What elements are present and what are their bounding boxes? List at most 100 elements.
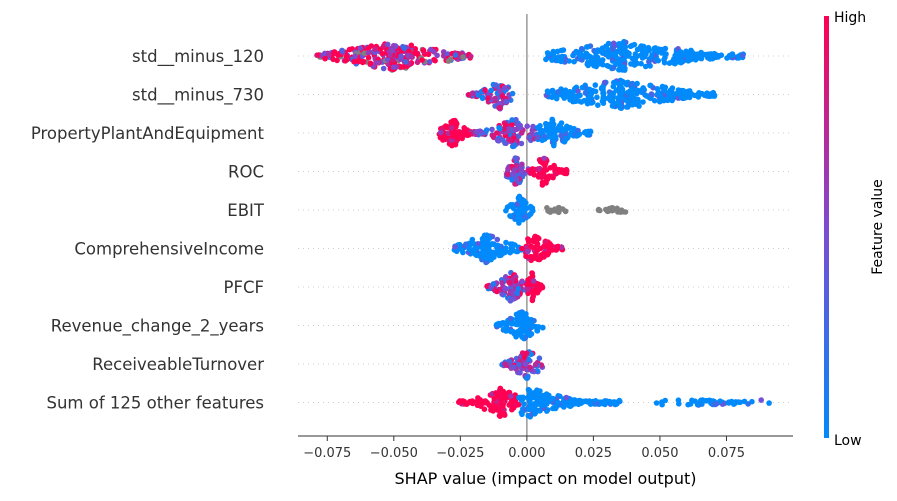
shap-point <box>489 126 495 133</box>
x-tick-label: 0.050 <box>641 446 678 461</box>
shap-point <box>582 90 589 96</box>
shap-point <box>648 91 655 98</box>
shap-point <box>739 52 746 59</box>
shap-point <box>662 45 669 52</box>
shap-point <box>469 236 476 243</box>
shap-point <box>448 124 455 131</box>
shap-point <box>463 241 469 247</box>
shap-point <box>511 167 518 173</box>
shap-point <box>609 206 615 213</box>
shap-point <box>506 279 512 286</box>
shap-point <box>587 129 593 136</box>
shap-point <box>469 90 476 96</box>
shap-point <box>623 104 630 110</box>
shap-point <box>461 398 468 405</box>
shap-point <box>426 59 433 65</box>
shap-point <box>461 130 467 137</box>
shap-point <box>522 214 528 220</box>
shap-point <box>342 58 349 64</box>
shap-point <box>445 130 452 137</box>
shap-point <box>524 123 530 129</box>
shap-point <box>640 85 646 91</box>
shap-point <box>390 42 397 49</box>
shap-point <box>509 177 515 183</box>
shap-point <box>646 59 652 65</box>
shap-point <box>322 55 328 62</box>
shap-point <box>523 325 529 332</box>
shap-point <box>546 51 552 57</box>
shap-point <box>509 90 516 97</box>
shap-point <box>524 248 531 255</box>
shap-point <box>579 84 586 91</box>
shap-point <box>594 48 601 55</box>
shap-point <box>508 393 514 400</box>
shap-point <box>351 58 357 65</box>
shap-point <box>677 49 684 55</box>
shap-point <box>468 399 474 405</box>
shap-point <box>585 94 592 100</box>
shap-point <box>528 331 535 337</box>
shap-point <box>495 138 502 144</box>
shap-point <box>661 87 668 94</box>
shap-point <box>523 200 529 206</box>
colorbar-high-label: High <box>834 10 866 26</box>
shap-point <box>585 53 592 59</box>
shap-point <box>461 125 468 131</box>
shap-point <box>649 52 655 58</box>
shap-point <box>577 92 583 99</box>
shap-point <box>741 398 748 405</box>
feature-label: PropertyPlantAndEquipment <box>31 124 265 143</box>
shap-point <box>551 142 557 149</box>
shap-point <box>590 60 596 67</box>
shap-point <box>550 405 556 412</box>
shap-point <box>530 123 536 130</box>
shap-point <box>524 286 531 293</box>
shap-point <box>535 134 541 141</box>
x-tick-label: 0.000 <box>508 446 545 461</box>
shap-point <box>714 52 721 59</box>
shap-point <box>412 46 419 52</box>
shap-point <box>674 55 680 61</box>
shap-point <box>532 400 538 407</box>
shap-point <box>690 50 696 56</box>
shap-point <box>632 51 639 57</box>
shap-point <box>603 43 609 50</box>
shap-point <box>428 46 434 53</box>
shap-point <box>512 155 519 161</box>
shap-point <box>638 60 644 67</box>
shap-point <box>516 361 522 368</box>
shap-point <box>505 166 511 172</box>
shap-point <box>595 102 601 108</box>
shap-point <box>547 165 554 171</box>
shap-point <box>497 409 504 416</box>
shap-point <box>432 57 438 64</box>
shap-point <box>453 124 459 130</box>
shap-point <box>494 130 500 136</box>
shap-point <box>599 85 605 91</box>
shap-point <box>368 43 375 49</box>
shap-point <box>594 401 600 407</box>
shap-point <box>500 248 507 254</box>
shap-point <box>618 90 625 97</box>
shap-point <box>538 252 545 258</box>
shap-point <box>479 95 486 102</box>
shap-point <box>493 321 500 328</box>
shap-point <box>497 387 504 393</box>
shap-point <box>758 397 764 403</box>
shap-point <box>530 278 537 284</box>
shap-point <box>658 50 665 56</box>
shap-point <box>527 397 533 403</box>
shap-point <box>529 270 535 276</box>
shap-point <box>539 179 546 186</box>
shap-point <box>499 403 506 410</box>
shap-point <box>584 44 591 50</box>
shap-point <box>325 51 332 58</box>
shap-point <box>647 82 653 89</box>
shap-point <box>453 119 459 126</box>
shap-point <box>580 398 587 405</box>
shap-point <box>571 58 577 65</box>
shap-point <box>544 251 551 258</box>
shap-point <box>384 56 391 63</box>
shap-point <box>698 49 704 56</box>
